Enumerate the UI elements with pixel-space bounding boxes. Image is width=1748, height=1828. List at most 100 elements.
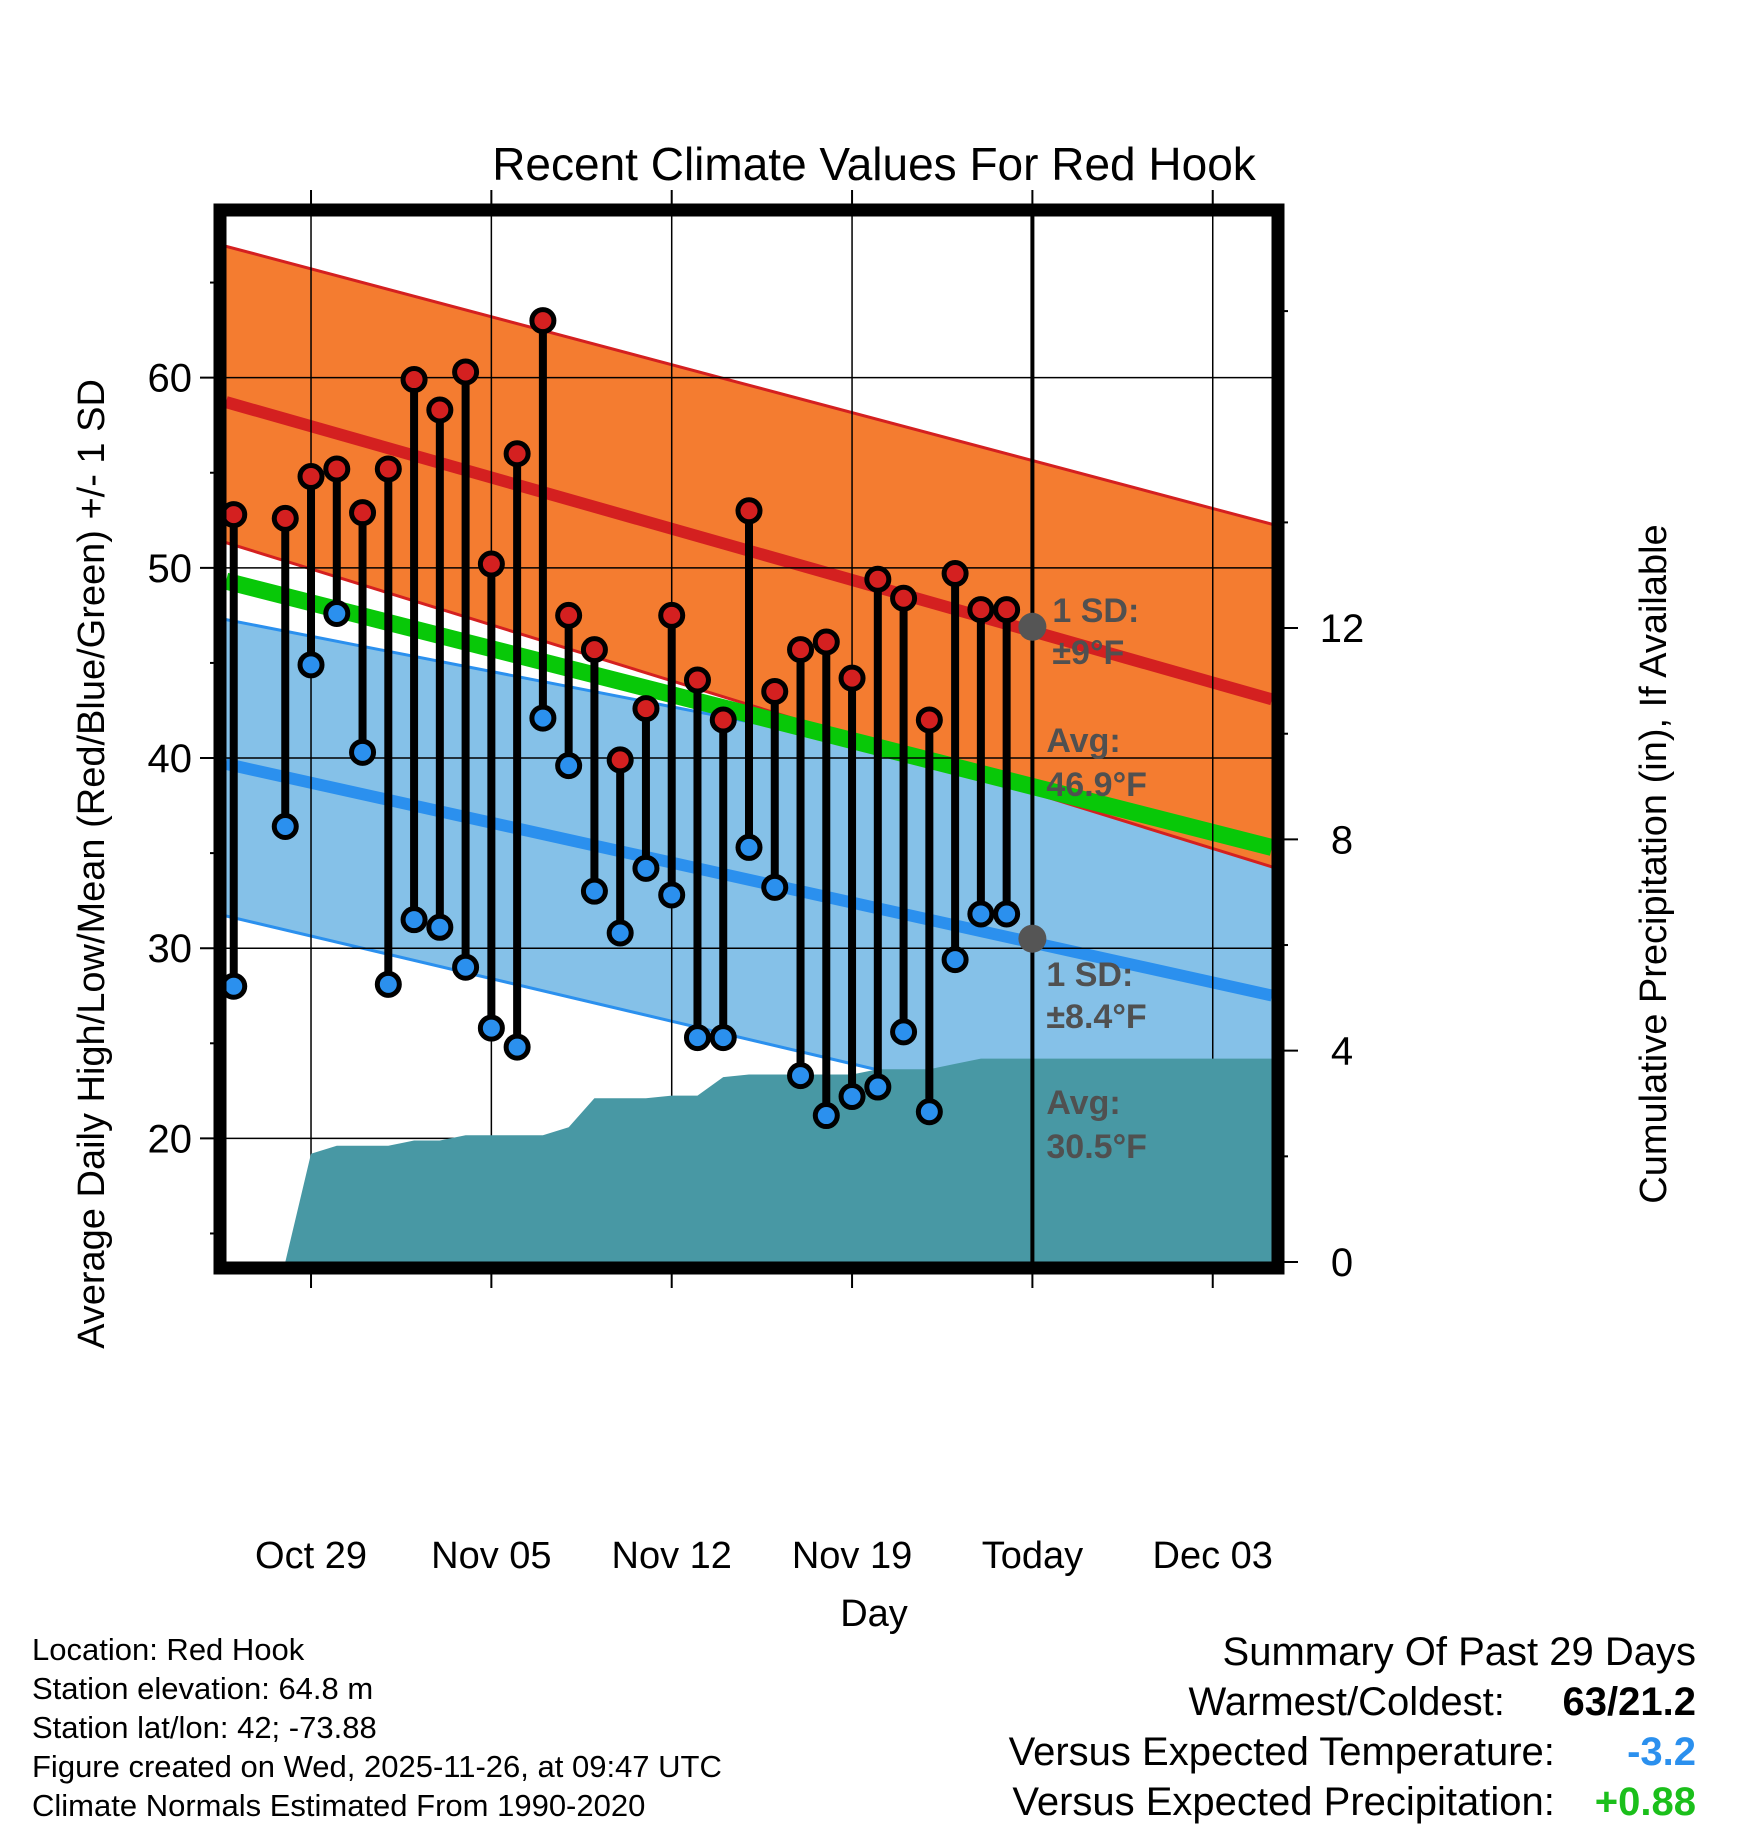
- high-temp-point: [658, 601, 686, 629]
- low-temp-point: [580, 877, 608, 905]
- high-temp-point: [683, 666, 711, 694]
- x-tick-label: Nov 05: [431, 1535, 551, 1577]
- precipitation-area: [285, 1058, 1272, 1262]
- low-temp-point: [993, 900, 1021, 928]
- low-temp-point: [374, 970, 402, 998]
- high-avg-marker: [1018, 612, 1047, 641]
- low-temp-point: [477, 1014, 505, 1042]
- high-temp-point: [477, 550, 505, 578]
- high-temp-point: [297, 463, 325, 491]
- high-temp-point: [349, 499, 377, 527]
- high-temp-point: [529, 307, 557, 335]
- plot-area: 1 SD: ±9°F Avg: 46.9°F 1 SD: ±8.4°F Avg: 30.5°F…: [226, 216, 1272, 1454]
- low-mean-line: [226, 758, 1272, 1002]
- days-count-label: 30: [1056, 1371, 1096, 1412]
- high-temp-point: [400, 366, 428, 394]
- high-temp-point: [503, 440, 531, 468]
- x-tick-label: Nov 12: [612, 1535, 732, 1577]
- x-tick-label: Nov 19: [792, 1535, 912, 1577]
- low-temp-point: [812, 1102, 840, 1130]
- warmest-label: Warmest/Coldest:: [1188, 1680, 1505, 1724]
- high-temp-point: [838, 664, 866, 692]
- high-temp-point: [323, 455, 351, 483]
- high-temp-point: [709, 706, 737, 734]
- y2-axis-label: Cumulative Precipitation (in), If Availa…: [1633, 524, 1675, 1203]
- summary-warmest-row: Warmest/Coldest: 63/21.2: [1009, 1677, 1697, 1727]
- low-temp-point: [967, 900, 995, 928]
- high-temp-point: [606, 746, 634, 774]
- low-temp-point: [658, 881, 686, 909]
- low-temp-point: [915, 1098, 943, 1126]
- low-temp-point: [683, 1024, 711, 1052]
- low-temp-point: [735, 833, 763, 861]
- high-temp-point: [735, 497, 763, 525]
- high-temp-point: [761, 677, 789, 705]
- y-tick-label: 50: [148, 547, 193, 591]
- summary-precip-row: Versus Expected Precipitation: +0.88: [1009, 1777, 1696, 1827]
- high-temp-point: [812, 628, 840, 656]
- y-tick-label: 30: [148, 927, 193, 971]
- y2-tick-label: 4: [1331, 1030, 1353, 1074]
- high-temp-point: [864, 565, 892, 593]
- high-temp-point: [915, 706, 943, 734]
- low-temp-point: [555, 752, 583, 780]
- high-temp-point: [993, 596, 1021, 624]
- y2-tick-label: 8: [1331, 818, 1353, 862]
- plot-frame: [213, 203, 1285, 1275]
- high-temp-point: [226, 501, 248, 529]
- temp-value: -3.2: [1627, 1730, 1696, 1774]
- high-normal-band-upper-edge: [226, 244, 1272, 526]
- low-temp-point: [452, 953, 480, 981]
- low-temp-point: [349, 738, 377, 766]
- low-temp-point: [941, 946, 969, 974]
- low-temp-point: [226, 972, 248, 1000]
- low-temp-point: [271, 812, 299, 840]
- low-temp-point: [838, 1083, 866, 1111]
- low-avg-marker: [1018, 924, 1047, 953]
- temp-label: Versus Expected Temperature:: [1008, 1730, 1555, 1774]
- low-temp-point: [709, 1024, 737, 1052]
- high-temp-point: [580, 636, 608, 664]
- high-temp-point: [452, 358, 480, 386]
- high-temp-point: [890, 584, 918, 612]
- high-sd-value: ±9°F: [1052, 634, 1124, 672]
- x-axis-label: Day: [840, 1593, 908, 1635]
- low-temp-point: [890, 1018, 918, 1046]
- low-temp-point: [761, 873, 789, 901]
- x-tick-label: Today: [982, 1535, 1083, 1577]
- low-temp-point: [297, 651, 325, 679]
- high-temp-point: [632, 695, 660, 723]
- low-temp-point: [529, 704, 557, 732]
- x-tick-label: Oct 29: [255, 1535, 367, 1577]
- warmest-value: 63/21.2: [1562, 1680, 1696, 1724]
- low-temp-point: [632, 854, 660, 882]
- low-temp-point: [787, 1062, 815, 1090]
- days-unit-label: Days: [1046, 1413, 1132, 1454]
- y-tick-label: 20: [148, 1117, 193, 1161]
- latlon-text: Station lat/lon: 42; -73.88: [32, 1710, 377, 1745]
- low-sd-label: 1 SD:: [1046, 956, 1133, 994]
- high-avg-label: Avg:: [1046, 722, 1120, 760]
- low-temp-point: [323, 599, 351, 627]
- created-text: Figure created on Wed, 2025-11-26, at 09…: [32, 1749, 722, 1784]
- y-axis-label: Average Daily High/Low/Mean (Red/Blue/Gr…: [71, 379, 113, 1349]
- low-temp-point: [400, 906, 428, 934]
- high-temp-point: [271, 504, 299, 532]
- summary-title: Summary Of Past 29 Days: [1222, 1630, 1696, 1674]
- x-tick-label: Dec 03: [1153, 1535, 1273, 1577]
- low-sd-value: ±8.4°F: [1046, 998, 1146, 1036]
- precip-label: Versus Expected Precipitation:: [1012, 1780, 1555, 1824]
- chart-title: Recent Climate Values For Red Hook: [492, 138, 1257, 190]
- high-temp-point: [787, 636, 815, 664]
- summary-panel: Summary Of Past 29 Days Warmest/Coldest:…: [1009, 1627, 1696, 1827]
- high-temp-point: [555, 601, 583, 629]
- low-avg-value: 30.5°F: [1046, 1128, 1147, 1166]
- station-info: Location: Red Hook Station elevation: 64…: [32, 1630, 722, 1825]
- high-temp-point: [967, 596, 995, 624]
- high-sd-label: 1 SD:: [1052, 592, 1139, 630]
- precip-value: +0.88: [1594, 1780, 1696, 1824]
- low-temp-point: [606, 919, 634, 947]
- elevation-text: Station elevation: 64.8 m: [32, 1671, 374, 1706]
- normals-text: Climate Normals Estimated From 1990-2020: [32, 1788, 646, 1823]
